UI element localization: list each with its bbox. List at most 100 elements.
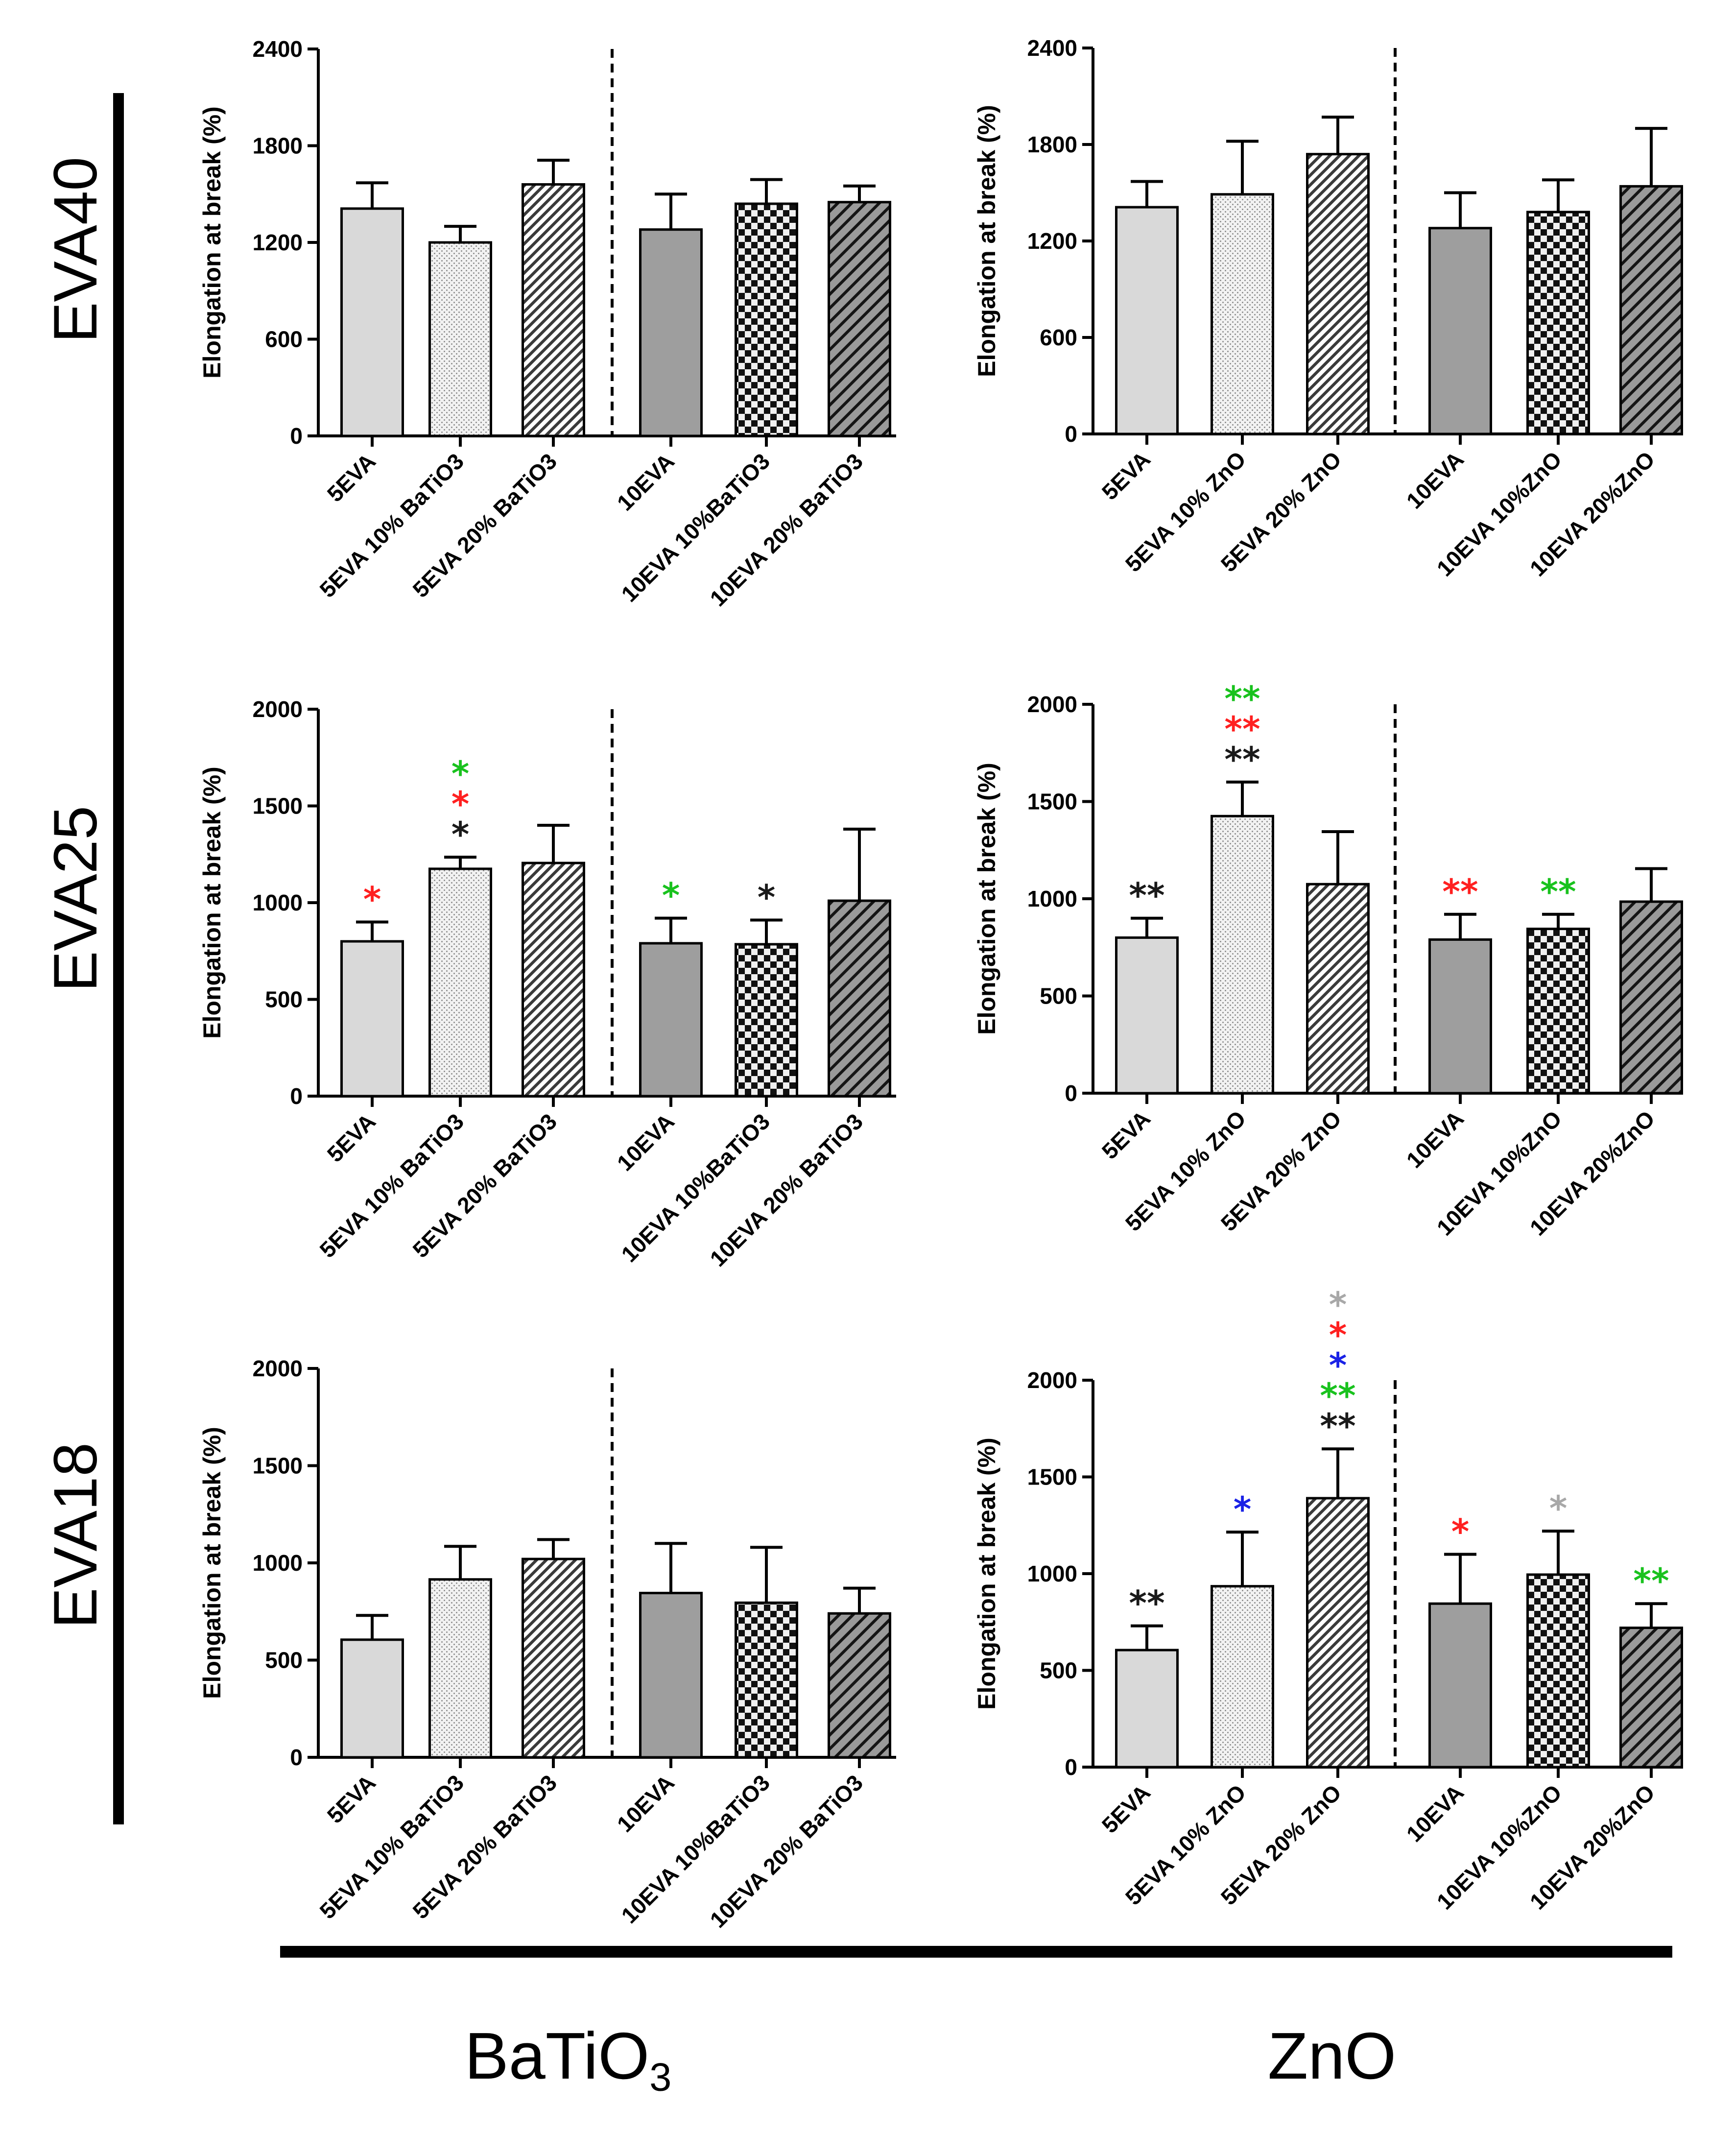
significance-marker: ** [1129,1583,1164,1624]
bar [1115,936,1179,1095]
y-axis-label: Elongation at break (%) [973,1437,1000,1710]
bar [1306,153,1370,435]
bar [1619,900,1683,1095]
y-tick-label: 1800 [253,133,303,159]
y-axis-label: Elongation at break (%) [198,767,226,1039]
y-tick-label: 2400 [1027,35,1077,61]
x-tick-label: 10EVA [1401,1779,1469,1846]
bar [1428,938,1492,1095]
x-tick-label: 10EVA [1401,446,1469,513]
significance-marker: * [1329,1345,1347,1386]
significance-marker: * [451,784,470,824]
y-tick-label: 500 [265,1648,303,1673]
bar [735,943,798,1098]
significance-marker: ** [1224,679,1260,719]
significance-marker: ** [1224,709,1260,749]
bar [428,867,492,1098]
bar [1211,193,1274,435]
row-label-eva18: EVA18 [42,1442,110,1629]
y-tick-label: 0 [1065,1754,1077,1780]
x-tick-label: 5EVA [1097,1105,1155,1164]
y-tick-label: 1800 [1027,132,1077,157]
chart-panel-eva25-zno: 0 500 1000 1500 2000 Elongation at break (%) 5… [973,679,1683,1241]
significance-marker: * [1549,1488,1568,1529]
bar [522,862,585,1098]
bar [639,228,703,437]
significance-marker: * [662,876,680,916]
significance-marker: * [758,878,776,918]
chart-panel-eva25-batio3: 0 500 1000 1500 2000 Elongation at break (%) 5… [198,696,896,1271]
bar [735,202,798,437]
bar [1211,814,1274,1095]
y-tick-label: 500 [1040,983,1077,1009]
y-tick-label: 0 [290,1745,303,1770]
y-tick-label: 1200 [1027,228,1077,254]
bar [639,1592,703,1759]
chart-panel-eva18-batio3: 0 500 1000 1500 2000 Elongation at break (%) 5… [198,1356,896,1933]
bar [522,183,585,437]
chart-panel-eva18-zno: 0 500 1000 1500 2000 Elongation at break (%) 5… [973,1285,1683,1915]
y-axis-label: Elongation at break (%) [198,106,226,379]
y-tick-label: 600 [265,327,303,352]
y-tick-label: 500 [1040,1658,1077,1683]
x-tick-label: 10EVA [1401,1105,1469,1173]
column-label-batio3: BaTiO3 [465,2018,672,2100]
x-tick-label: 10EVA [612,1108,679,1175]
y-tick-label: 2400 [253,36,303,62]
significance-marker: ** [1442,872,1478,912]
column-label-zno: ZnO [1267,2019,1397,2093]
y-tick-label: 1000 [253,890,303,915]
y-tick-label: 0 [290,423,303,449]
y-tick-label: 2000 [253,1356,303,1381]
bar [428,1578,492,1759]
y-axis-label: Elongation at break (%) [973,105,1000,377]
y-tick-label: 500 [265,987,303,1012]
significance-marker: ** [1540,872,1576,912]
x-tick-label: 5EVA [1097,1779,1155,1838]
bar [340,940,404,1098]
bar [1428,1602,1492,1769]
x-tick-label: 10EVA [612,1770,679,1837]
y-tick-label: 2000 [253,696,303,722]
column-label-batio3-subscript: 3 [649,2055,672,2100]
x-tick-label: 5EVA [322,448,380,506]
y-tick-label: 2000 [1027,1367,1077,1393]
significance-marker: * [363,880,381,920]
bar [828,201,891,437]
x-tick-label: 5EVA [1097,446,1155,504]
y-tick-label: 1000 [253,1550,303,1576]
y-tick-label: 1000 [1027,1561,1077,1586]
significance-marker: ** [1320,1376,1355,1416]
y-tick-label: 1500 [253,793,303,819]
bar [735,1601,798,1759]
y-tick-label: 1500 [1027,789,1077,814]
bar [828,1612,891,1759]
y-tick-label: 1500 [1027,1464,1077,1490]
column-label-batio3-main: BaTiO [464,2019,650,2093]
bar [1115,206,1179,435]
bar [639,942,703,1098]
bar [1306,1497,1370,1769]
significance-marker: ** [1129,876,1164,916]
y-tick-label: 1200 [253,230,303,255]
significance-marker: * [451,754,470,794]
bar [340,207,404,437]
x-tick-label: 5EVA [322,1108,380,1167]
bar [1526,1573,1590,1769]
significance-marker: ** [1633,1561,1669,1601]
row-label-eva25: EVA25 [42,806,110,992]
significance-marker: * [451,814,470,855]
chart-panel-eva40-zno: 0 600 1200 1800 2400 Elongation at break (%) 5… [973,35,1683,581]
y-tick-label: 2000 [1027,692,1077,717]
y-tick-label: 0 [1065,1080,1077,1106]
y-tick-label: 1500 [253,1453,303,1479]
significance-marker: ** [1320,1406,1355,1446]
bar [1619,1627,1683,1769]
bar [1115,1649,1179,1769]
row-label-eva40: EVA40 [42,157,110,343]
bar [522,1557,585,1759]
y-tick-label: 0 [1065,421,1077,447]
bar [1619,185,1683,435]
bar [828,899,891,1098]
